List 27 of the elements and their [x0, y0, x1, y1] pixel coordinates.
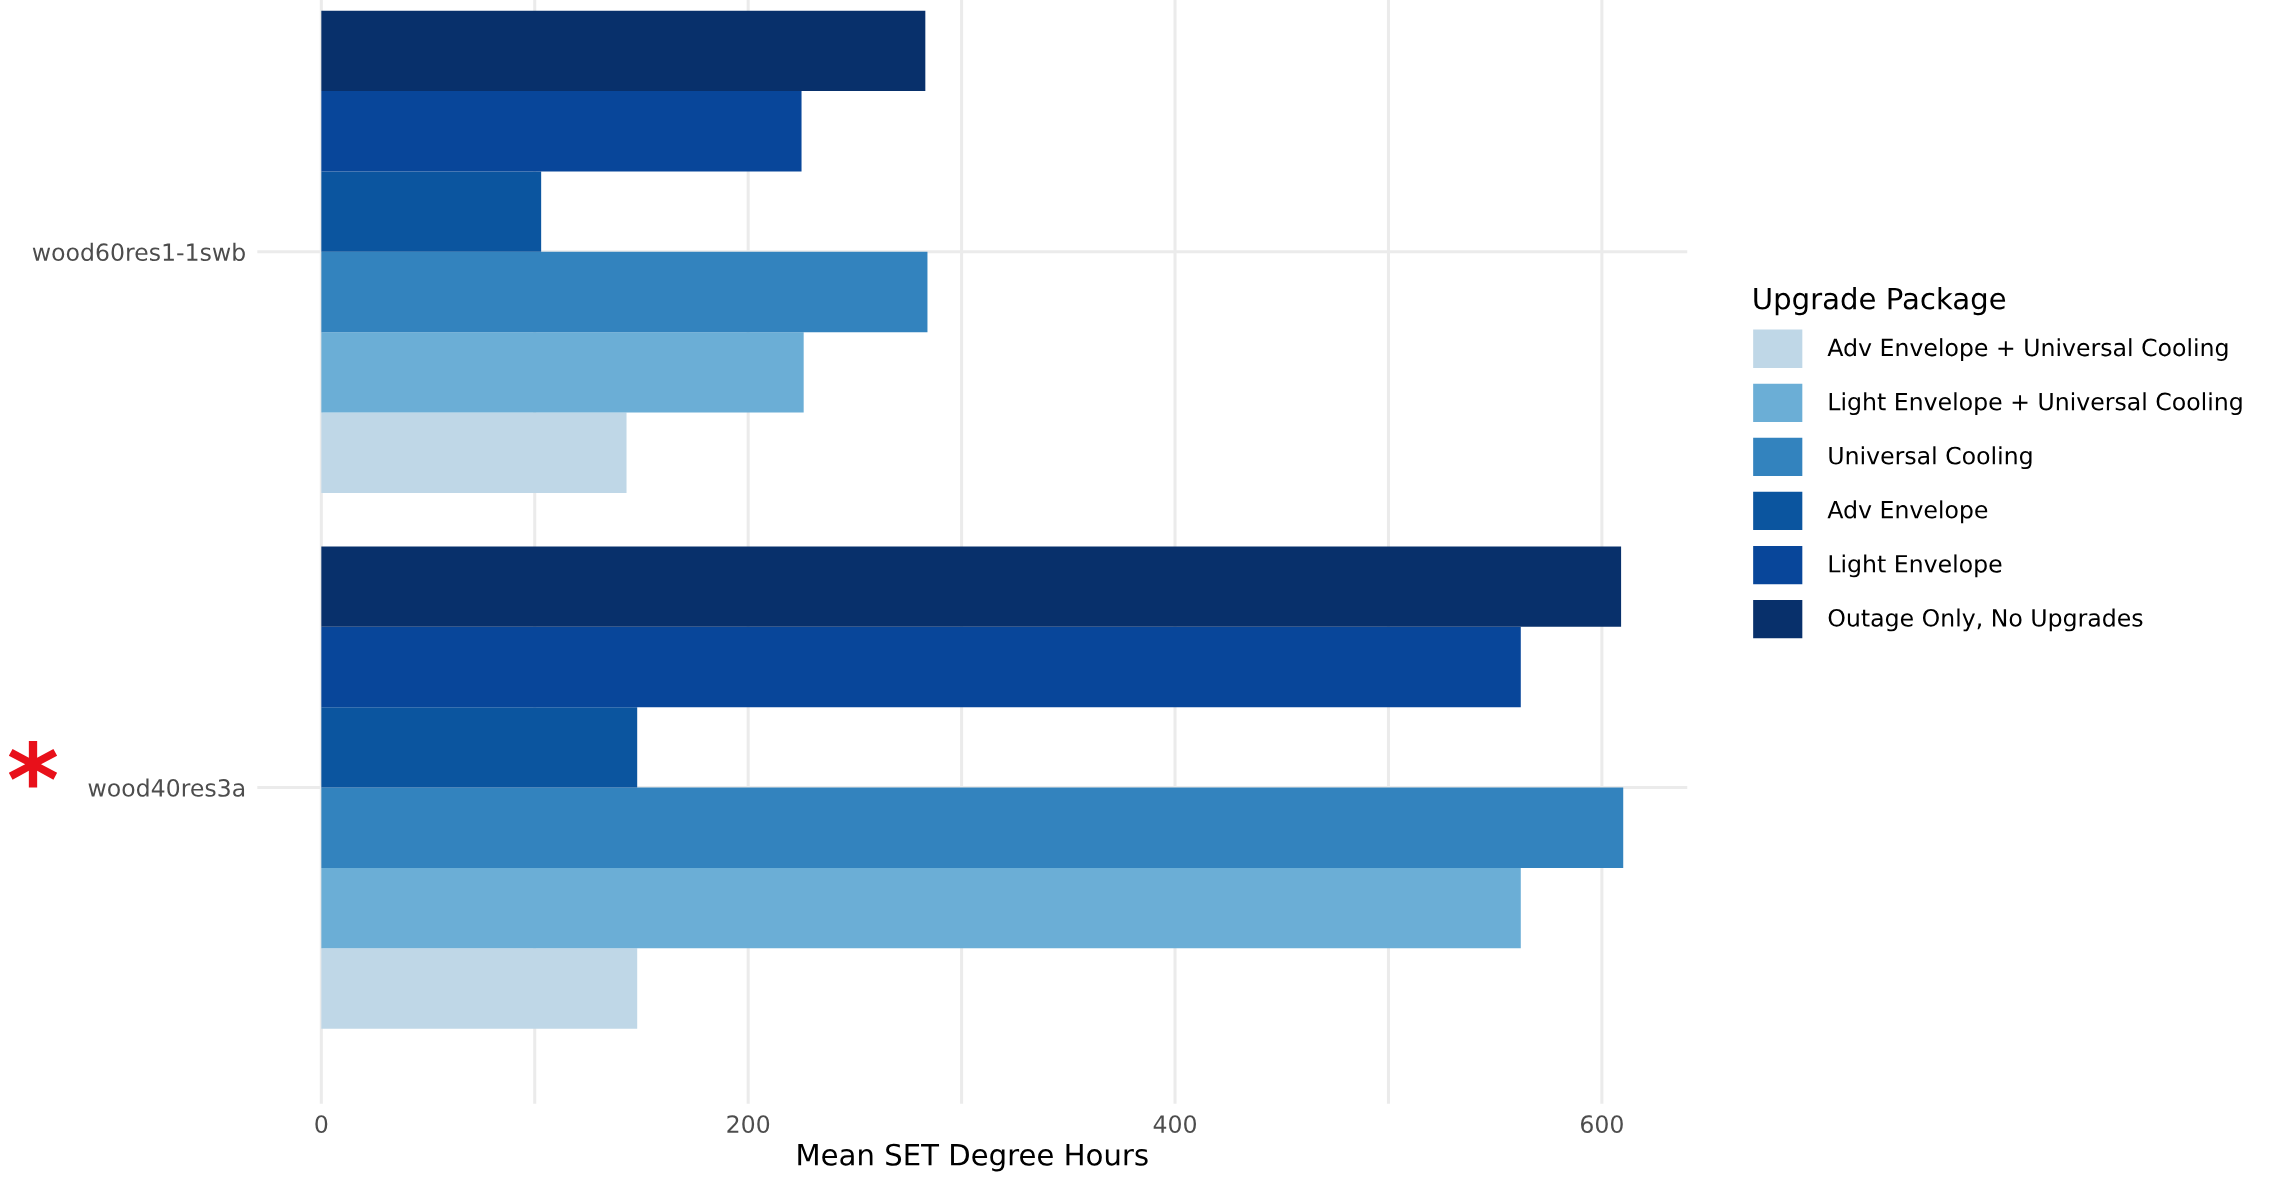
bar — [321, 546, 1622, 627]
x-tick-label: 400 — [1153, 1115, 1196, 1134]
legend-label: Outage Only, No Upgrades — [1828, 608, 2143, 632]
x-tick-label: 600 — [1581, 1115, 1623, 1134]
x-axis-title: Mean SET Degree Hours — [798, 1143, 1148, 1172]
bar — [321, 867, 1521, 949]
bar — [321, 171, 542, 252]
legend-label: Light Envelope — [1829, 554, 2002, 578]
y-tick-label: wood60res1-1swb — [32, 242, 245, 262]
bar — [321, 10, 926, 92]
bar — [321, 91, 802, 172]
bar — [321, 787, 1624, 868]
bar — [321, 412, 627, 493]
y-tick-label: wood40res3a — [88, 778, 245, 797]
bar — [321, 948, 638, 1029]
x-tick-label: 0 — [315, 1115, 328, 1134]
text: * — [8, 741, 58, 788]
legend-label: Adv Envelope + Universal Cooling — [1827, 338, 2228, 361]
x-tick-label: 200 — [727, 1115, 770, 1134]
legend-title: Upgrade Package — [1754, 287, 2006, 316]
legend-label: Universal Cooling — [1829, 446, 2032, 470]
legend-label: Light Envelope + Universal Cooling — [1829, 392, 2242, 416]
legend-label: Adv Envelope — [1827, 500, 1988, 524]
bar — [321, 707, 638, 788]
bar — [321, 251, 928, 333]
bar — [321, 626, 1521, 708]
bar — [321, 332, 804, 413]
